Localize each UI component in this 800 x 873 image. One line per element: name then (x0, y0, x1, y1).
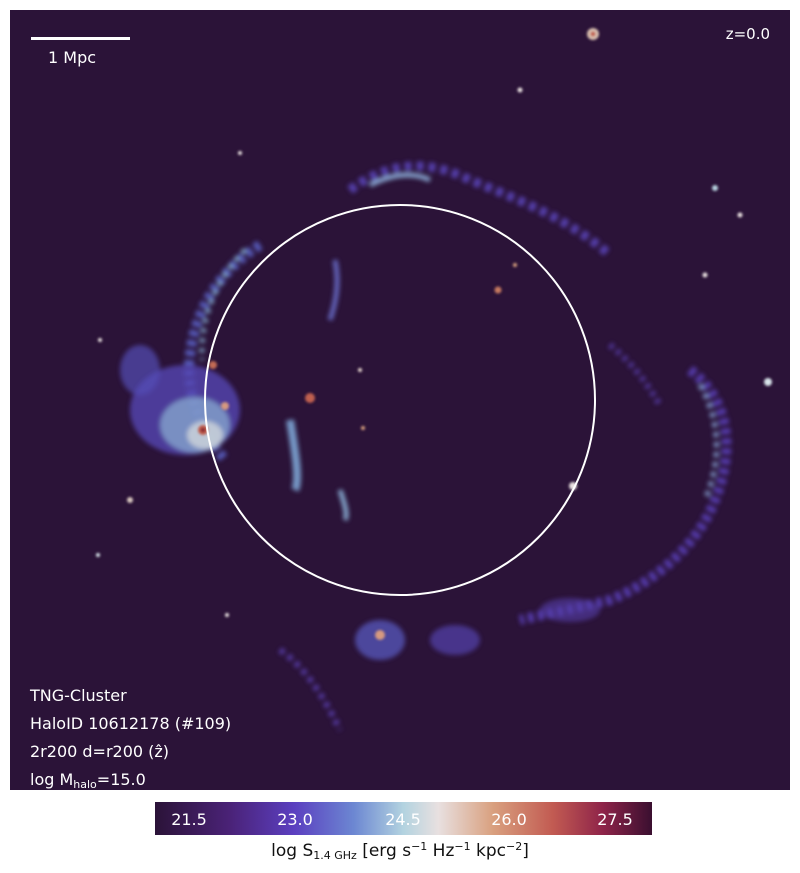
mass-value: =15.0 (96, 770, 146, 789)
compact-sources (96, 28, 772, 640)
info-panel: TNG-Cluster HaloID 10612178 (#109) 2r200… (30, 685, 231, 790)
projection-prefix: 2r200 d=r200 ( (30, 742, 155, 761)
mass-subscript: halo (73, 778, 97, 790)
halo-id: HaloID 10612178 (#109) (30, 714, 232, 733)
colorbar-tick: 27.5 (597, 810, 633, 829)
label-sup: −2 (506, 840, 523, 853)
projection-axis: ẑ (154, 742, 163, 761)
label-prefix: log S (271, 841, 314, 861)
colorbar-tick: 26.0 (491, 810, 527, 829)
halo-mass: log Mhalo=15.0 (30, 769, 231, 790)
label-part: ] (522, 841, 529, 861)
colorbar: 21.5 23.0 24.5 26.0 27.5 (155, 802, 652, 835)
label-part: kpc (470, 841, 507, 861)
r200-circle (204, 204, 596, 596)
scale-bar (31, 37, 130, 40)
projection-suffix: ) (162, 742, 170, 761)
label-part: Hz (427, 841, 455, 861)
colorbar-tick: 23.0 (277, 810, 313, 829)
label-sub: 1.4 GHz (313, 849, 357, 862)
colorbar-label: log S1.4 GHz [erg s−1 Hz−1 kpc−2] (0, 840, 800, 862)
mass-prefix: log M (30, 770, 74, 789)
label-part: [erg s (356, 841, 412, 861)
colorbar-tick: 24.5 (385, 810, 421, 829)
simulation-name: TNG-Cluster (30, 686, 127, 705)
redshift-label: z=0.0 (725, 25, 770, 43)
label-sup: −1 (454, 840, 471, 853)
projection-info: 2r200 d=r200 (ẑ) (30, 741, 231, 769)
radio-emission-map: 1 Mpc z=0.0 TNG-Cluster HaloID 10612178 … (10, 10, 790, 790)
colorbar-tick: 21.5 (171, 810, 207, 829)
emission-overlay (96, 28, 772, 732)
label-sup: −1 (411, 840, 428, 853)
scale-bar-label: 1 Mpc (48, 48, 97, 67)
